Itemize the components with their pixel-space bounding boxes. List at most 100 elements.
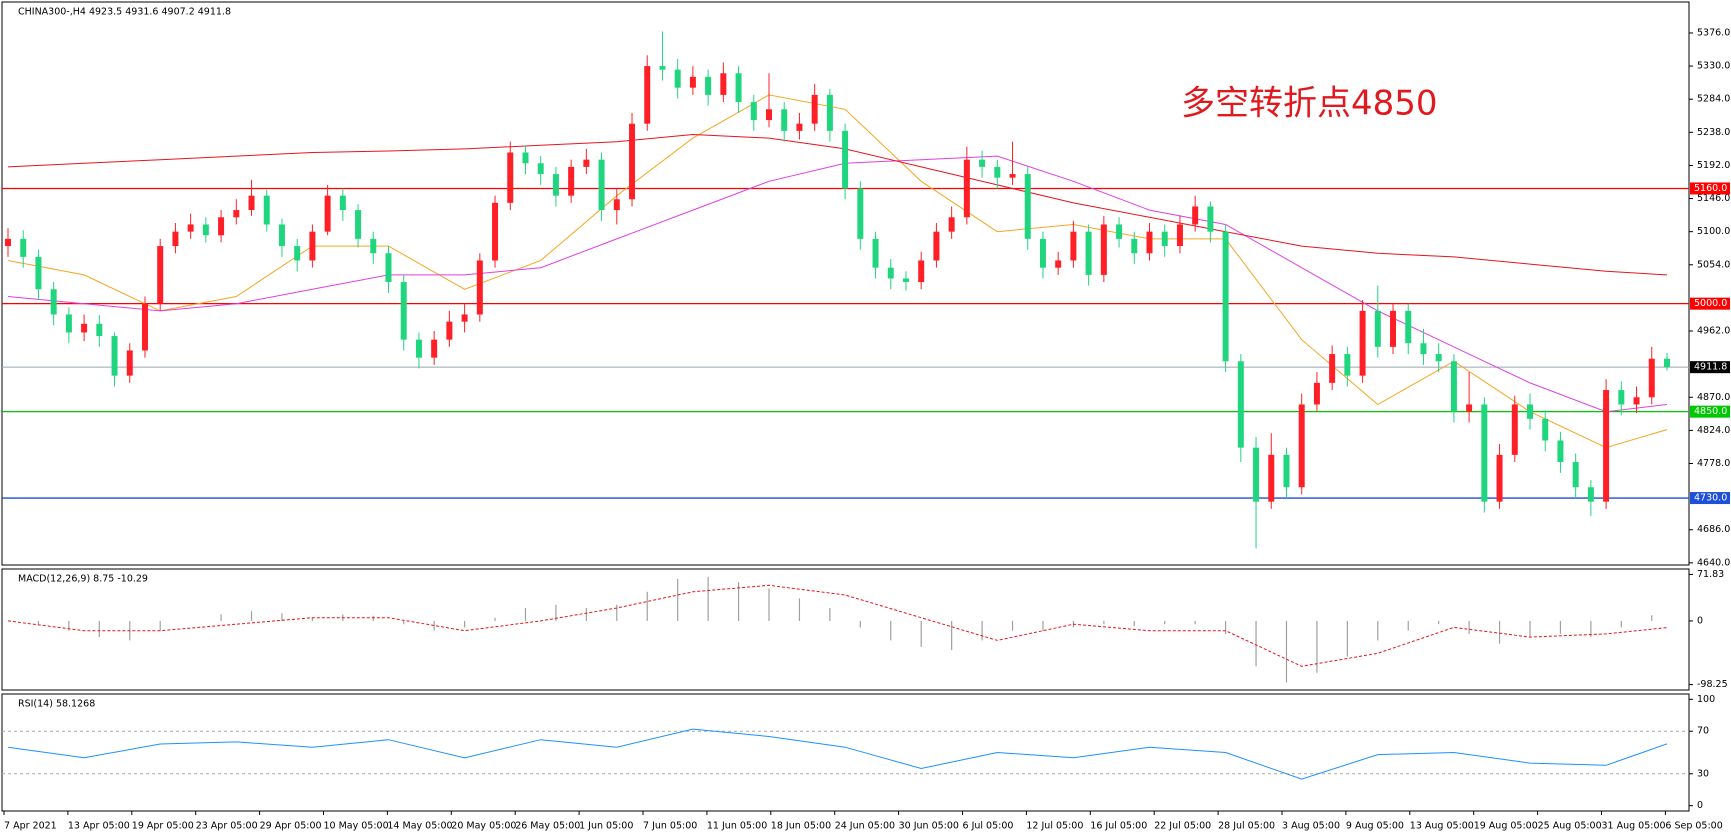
candle-body (674, 69, 681, 88)
candle-body (5, 238, 11, 247)
y-tick-label: 4870.0 (1697, 392, 1730, 403)
level-label: 4850.0 (1694, 406, 1727, 417)
candle-body (111, 336, 118, 376)
candle-body (1527, 404, 1533, 419)
panel-title: MACD(12,26,9) 8.75 -10.29 (18, 574, 148, 585)
candle-body (887, 267, 894, 279)
candle-body (720, 73, 727, 95)
candle-body (583, 159, 590, 167)
y-tick-label: 4962.0 (1697, 326, 1730, 337)
candle-body (1481, 404, 1488, 502)
x-tick-label: 12 Jul 05:00 (1026, 821, 1083, 832)
candle-body (796, 123, 803, 131)
candle-body (1161, 231, 1168, 247)
candle-body (431, 339, 438, 358)
panel-frame (1, 693, 1690, 812)
candle-body (1359, 310, 1366, 376)
candle-body (1100, 224, 1107, 275)
candle-body (948, 217, 955, 232)
candle-body (461, 314, 468, 322)
y-tick-label: 4686.0 (1697, 524, 1730, 535)
candle-body (20, 238, 27, 257)
x-tick-label: 6 Sep 05:00 (1665, 821, 1722, 832)
y-tick-label: 5238.0 (1697, 127, 1730, 138)
x-tick-label: 14 May 05:00 (387, 821, 452, 832)
candle-body (1131, 238, 1138, 254)
x-tick-label: 22 Jul 05:00 (1154, 821, 1211, 832)
y-tick-label: 0 (1697, 800, 1703, 811)
candle-body (141, 303, 148, 351)
candle-body (1633, 397, 1640, 405)
candle-body (1344, 354, 1351, 376)
x-tick-label: 25 Aug 05:00 (1538, 821, 1602, 832)
candle-body (1435, 354, 1442, 362)
x-tick-label: 31 Aug 05:00 (1602, 821, 1666, 832)
candle-body (1146, 231, 1153, 254)
x-tick-label: 29 Apr 05:00 (260, 821, 322, 832)
candle-body (294, 246, 301, 261)
candle-body (1085, 231, 1092, 275)
candle-body (81, 323, 88, 333)
candle-body (1618, 390, 1625, 405)
y-tick-label: 100 (1697, 694, 1715, 705)
level-tag (1690, 297, 1730, 310)
candle-body (689, 76, 696, 88)
candle-body (476, 260, 483, 315)
candle-body (339, 195, 346, 211)
candle-body (1024, 174, 1031, 239)
candle-body (994, 166, 1001, 178)
level-label: 5160.0 (1694, 183, 1727, 194)
candle-body (126, 350, 133, 376)
candle-body (1587, 487, 1594, 502)
candle-body (96, 323, 103, 337)
y-tick-label: 30 (1697, 768, 1709, 779)
x-tick-label: 6 Jul 05:00 (963, 821, 1014, 832)
candle-body (842, 130, 849, 189)
x-tick-label: 1 Jun 05:00 (579, 821, 633, 832)
candle-body (492, 202, 499, 261)
candle-body (278, 224, 285, 247)
candle-body (522, 152, 529, 164)
level-tag (1690, 492, 1730, 505)
x-tick-label: 19 Apr 05:00 (132, 821, 194, 832)
candle-body (507, 152, 514, 203)
candle-body (705, 76, 712, 95)
x-tick-label: 26 May 05:00 (515, 821, 580, 832)
price-label: 4911.8 (1694, 362, 1727, 373)
candle-body (1557, 440, 1564, 463)
candle-body (172, 231, 179, 247)
x-tick-label: 28 Jul 05:00 (1218, 821, 1275, 832)
y-tick-label: 4824.0 (1697, 425, 1730, 436)
candle-body (979, 159, 986, 167)
x-tick-label: 19 Aug 05:00 (1474, 821, 1538, 832)
candle-body (233, 210, 240, 218)
candle-body (826, 94, 833, 131)
x-tick-label: 7 Jun 05:00 (643, 821, 697, 832)
candle-body (568, 166, 575, 196)
candle-body (1511, 404, 1518, 455)
candle-body (1329, 354, 1336, 383)
x-tick-label: 20 May 05:00 (451, 821, 516, 832)
candle-body (35, 256, 42, 290)
candle-body (1192, 206, 1199, 225)
level-label: 5000.0 (1694, 298, 1727, 309)
candle-body (1572, 462, 1579, 488)
candle-body (1268, 454, 1275, 502)
candle-body (1496, 454, 1503, 502)
candle-body (1466, 404, 1473, 412)
level-label: 4730.0 (1694, 493, 1727, 504)
candle-body (1313, 382, 1320, 405)
annotation: 多空转折点4850 (1181, 84, 1438, 124)
candle-body (400, 282, 407, 340)
y-tick-label: 5054.0 (1697, 259, 1730, 270)
candle-body (309, 231, 316, 261)
x-tick-label: 18 Jun 05:00 (771, 821, 831, 832)
candle-body (248, 195, 255, 211)
y-tick-label: 5376.0 (1697, 27, 1730, 38)
level-tag (1690, 182, 1730, 195)
candle-body (1009, 174, 1016, 178)
candle-body (735, 73, 742, 103)
y-tick-label: 4640.0 (1697, 557, 1730, 568)
candle-body (1420, 343, 1427, 355)
